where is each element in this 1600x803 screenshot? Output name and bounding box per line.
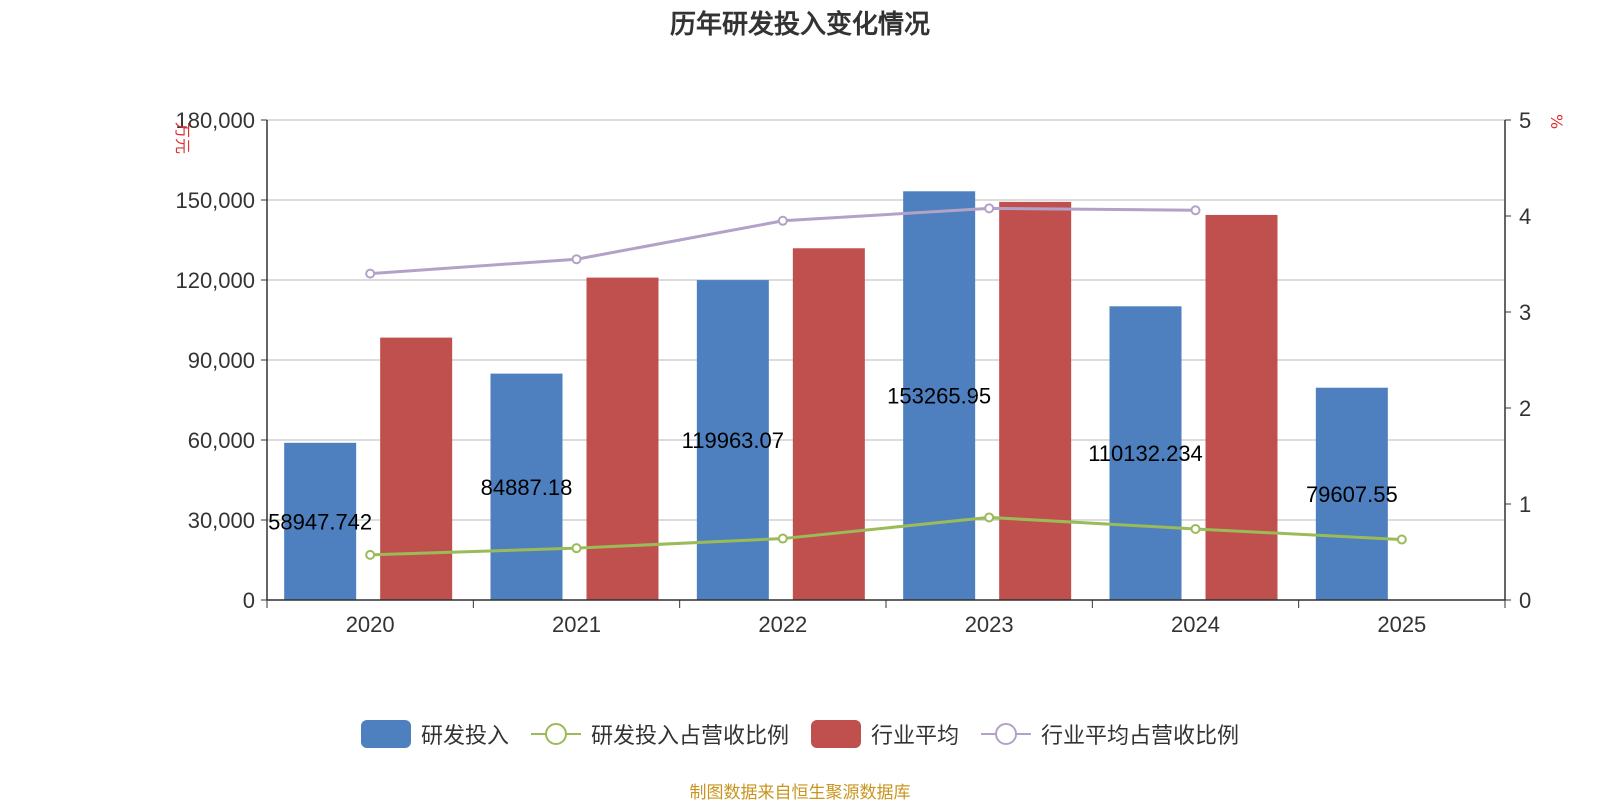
chart-plot: 0 30,000 60,000 90,000 120,000 150,000 180,000… — [175, 108, 1531, 637]
data-source-note: 制图数据来自恒生聚源数据库 — [689, 783, 911, 803]
x-axis-tick-label: 2020 — [346, 612, 395, 637]
point-rd-ratio — [1190, 523, 1201, 534]
point-industry-ratio — [365, 268, 376, 279]
left-axis-label: 万元 — [173, 122, 192, 155]
left-axis-tick-label: 30,000 — [188, 508, 255, 533]
legend-swatch-industry-average — [811, 720, 861, 748]
data-label-rd-investment: 119963.07 — [682, 428, 784, 453]
data-label-rd-investment: 58947.742 — [268, 509, 372, 534]
right-axis-tick-label: 4 — [1519, 204, 1531, 229]
legend-swatch-rd-investment — [360, 720, 411, 748]
right-axis-tick-label: 2 — [1519, 396, 1531, 421]
legend-item-rd-ratio[interactable]: 研发投入占营收比例 — [530, 718, 789, 750]
bar-rd-investment — [1109, 306, 1182, 600]
x-axis-tick-label: 2025 — [1377, 612, 1426, 637]
point-rd-ratio — [984, 512, 995, 523]
legend-swatch-industry-ratio — [981, 723, 1032, 745]
point-rd-ratio — [365, 549, 376, 560]
bar-industry-average — [999, 201, 1072, 600]
bar-industry-average — [792, 248, 865, 600]
x-axis-tick-label: 2022 — [758, 612, 807, 637]
bar-industry-average — [380, 337, 453, 600]
legend-item-rd-investment[interactable]: 研发投入 — [360, 718, 509, 750]
point-rd-ratio — [1396, 534, 1407, 545]
right-axis-tick-label: 1 — [1519, 492, 1531, 517]
left-axis-tick-label: 150,000 — [175, 188, 255, 213]
point-rd-ratio — [777, 533, 788, 544]
point-industry-ratio — [777, 215, 788, 226]
data-label-rd-investment: 153265.95 — [887, 384, 991, 409]
left-axis-tick-label: 0 — [243, 588, 255, 613]
left-axis-tick-label: 90,000 — [188, 348, 255, 373]
bar-industry-average — [1205, 214, 1278, 600]
bar-rd-investment — [696, 280, 769, 600]
legend-label-industry-ratio: 行业平均占营收比例 — [1041, 724, 1240, 749]
legend-label-rd-investment: 研发投入 — [420, 724, 509, 749]
line-rd-ratio — [370, 515, 1402, 557]
bar-industry-average — [586, 277, 659, 600]
legend-item-industry-ratio[interactable]: 行业平均占营收比例 — [981, 718, 1239, 750]
legend-label-industry-average: 行业平均 — [871, 724, 960, 749]
point-industry-ratio — [1190, 205, 1201, 216]
left-axis-tick-label: 180,000 — [175, 108, 255, 133]
bar-rd-investment — [903, 191, 976, 600]
right-axis-tick-label: 5 — [1519, 108, 1531, 133]
point-industry-ratio — [984, 203, 995, 214]
right-axis-tick-label: 0 — [1519, 588, 1531, 613]
data-label-rd-investment: 79607.55 — [1306, 482, 1398, 507]
legend-label-rd-ratio: 研发投入占营收比例 — [590, 724, 789, 749]
chart-legend: 研发投入 研发投入占营收比例 行业平均 行业平均占营收比例 — [0, 718, 1600, 750]
right-axis-tick-label: 3 — [1519, 300, 1531, 325]
point-industry-ratio — [571, 254, 582, 265]
left-axis-tick-label: 60,000 — [188, 428, 255, 453]
x-axis-tick-label: 2024 — [1171, 612, 1220, 637]
legend-swatch-rd-ratio — [530, 723, 581, 745]
data-label-rd-investment: 110132.234 — [1088, 441, 1203, 466]
bar-rd-investment — [1315, 387, 1388, 600]
point-rd-ratio — [571, 543, 582, 554]
data-label-rd-investment: 84887.18 — [481, 475, 573, 500]
x-axis-tick-label: 2021 — [552, 612, 601, 637]
x-axis-tick-label: 2023 — [965, 612, 1014, 637]
left-axis-tick-label: 120,000 — [175, 268, 255, 293]
legend-item-industry-average[interactable]: 行业平均 — [811, 718, 959, 750]
chart-title: 历年研发投入变化情况 — [669, 10, 930, 40]
right-axis-label: % — [1547, 114, 1566, 130]
bar-rd-investment — [284, 442, 357, 600]
bar-rd-investment — [490, 373, 563, 600]
